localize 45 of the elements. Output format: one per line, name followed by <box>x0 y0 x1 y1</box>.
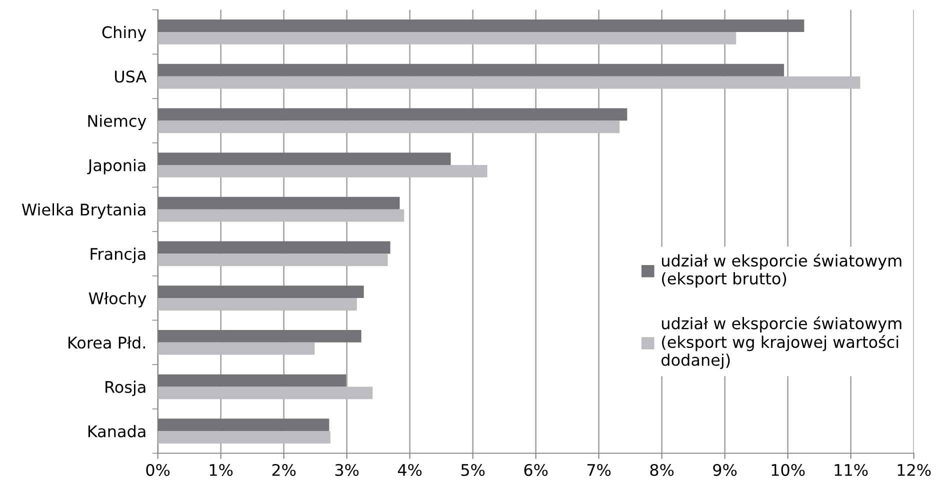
bar <box>158 298 357 310</box>
bar <box>158 152 451 166</box>
bar <box>158 374 346 387</box>
x-tick-label: 2% <box>272 464 296 476</box>
bar <box>158 418 330 432</box>
bar <box>158 76 860 89</box>
x-tick-label: 11% <box>834 464 868 476</box>
y-tick-label: USA <box>115 70 147 83</box>
bar <box>158 32 736 44</box>
bar <box>158 20 804 32</box>
bar <box>158 108 628 121</box>
x-tick-label: 6% <box>524 464 548 476</box>
legend-label: udział w eksporcie światowym (eksport wg krajowej wartości dodanej) <box>662 316 902 370</box>
x-tick-label: 9% <box>713 464 737 476</box>
bar <box>158 342 315 355</box>
bar <box>158 254 388 266</box>
y-tick-label: Korea Płd. <box>68 336 145 349</box>
bar <box>158 165 488 178</box>
bar <box>158 241 390 254</box>
y-tick-label: Niemcy <box>88 114 146 130</box>
x-tick-label: 8% <box>650 464 674 476</box>
bar <box>158 120 620 134</box>
x-tick-label: 4% <box>398 464 422 476</box>
y-tick-label: Wielka Brytania <box>22 203 146 219</box>
y-tick-label: Chiny <box>102 26 146 42</box>
x-tick-label: 3% <box>335 464 359 476</box>
y-tick-label: Włochy <box>88 292 146 308</box>
bar <box>158 196 400 210</box>
x-tick-label: 5% <box>461 464 485 476</box>
y-tick-label: Kanada <box>88 425 146 438</box>
bar <box>158 286 364 298</box>
y-tick-label: Japonia <box>87 158 146 174</box>
bar <box>158 386 373 400</box>
bar <box>158 209 404 222</box>
bar <box>158 431 330 444</box>
y-tick-label: Rosja <box>106 380 146 396</box>
x-tick-label: 10% <box>772 464 805 476</box>
x-tick-label: 1% <box>210 464 233 476</box>
bar <box>158 64 784 76</box>
bar <box>158 330 362 342</box>
x-tick-label: 0% <box>146 464 170 476</box>
x-tick-label: 7% <box>587 464 611 476</box>
x-tick-label: 12% <box>898 464 931 476</box>
legend-label: udział w eksporcie światowym (eksport brutto) <box>662 254 902 288</box>
y-tick-label: Francja <box>90 248 146 264</box>
